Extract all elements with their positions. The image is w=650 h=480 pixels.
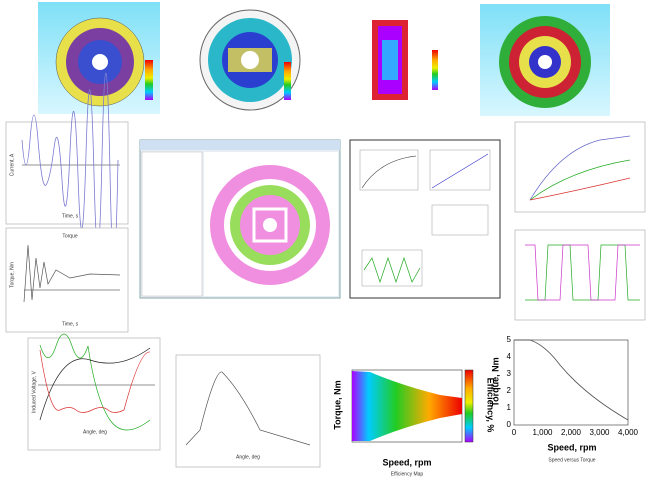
caption: Efficiency Map: [391, 471, 424, 477]
x-label: Time, s: [62, 321, 79, 327]
y-tick-label: 2: [507, 386, 512, 395]
y-tick-label: 0: [507, 420, 512, 429]
y-label: Torque, Nm: [332, 380, 342, 429]
x-label: Speed, rpm: [547, 442, 596, 452]
y-label: Torque, Nm: [490, 357, 500, 406]
document-panel: [349, 139, 501, 299]
torque-chart: Torque Torque, Nm Time, s: [5, 227, 129, 333]
y-label: Torque, Nm: [9, 262, 15, 288]
x-label: Speed, rpm: [382, 457, 431, 467]
speed-torque-chart: Torque, Nm Speed, rpm Speed versus Torqu…: [490, 335, 638, 463]
x-label: Angle, deg: [83, 429, 107, 435]
y-tick-label: 3: [507, 369, 512, 378]
x-tick-label: 3,000: [589, 428, 610, 437]
fea-motor: [480, 4, 610, 116]
y-label: Induced Voltage, V: [31, 370, 37, 413]
y-label: Current, A: [9, 153, 15, 176]
x-tick-label: 2,000: [561, 428, 582, 437]
colorbar-label: Efficiency, %: [486, 378, 496, 433]
x-label: Angle, deg: [236, 454, 260, 460]
caption: Speed versus Torque: [548, 457, 595, 463]
fea-stator: [38, 2, 160, 114]
fea-block: [372, 20, 438, 100]
title: Torque: [62, 233, 78, 239]
square-waves-chart: [514, 229, 646, 321]
x-tick-label: 1,000: [532, 428, 553, 437]
y-tick-label: 1: [507, 403, 512, 412]
x-tick-label: 4,000: [618, 428, 639, 437]
software-window: [139, 139, 341, 299]
rising-curves-chart: [514, 121, 646, 213]
x-label: Time, s: [62, 213, 79, 219]
cogging-chart: Angle, deg: [175, 354, 321, 468]
y-tick-label: 5: [507, 335, 512, 344]
x-tick-label: 0: [512, 428, 517, 437]
efficiency-map: Torque, Nm Speed, rpm Efficiency, % Effi…: [332, 369, 496, 477]
current-chart: Current, A Time, s: [5, 72, 129, 265]
voltage-chart: Induced Voltage, V Angle, deg: [27, 333, 161, 451]
y-tick-label: 4: [507, 352, 512, 361]
fea-rotor: [199, 9, 301, 111]
